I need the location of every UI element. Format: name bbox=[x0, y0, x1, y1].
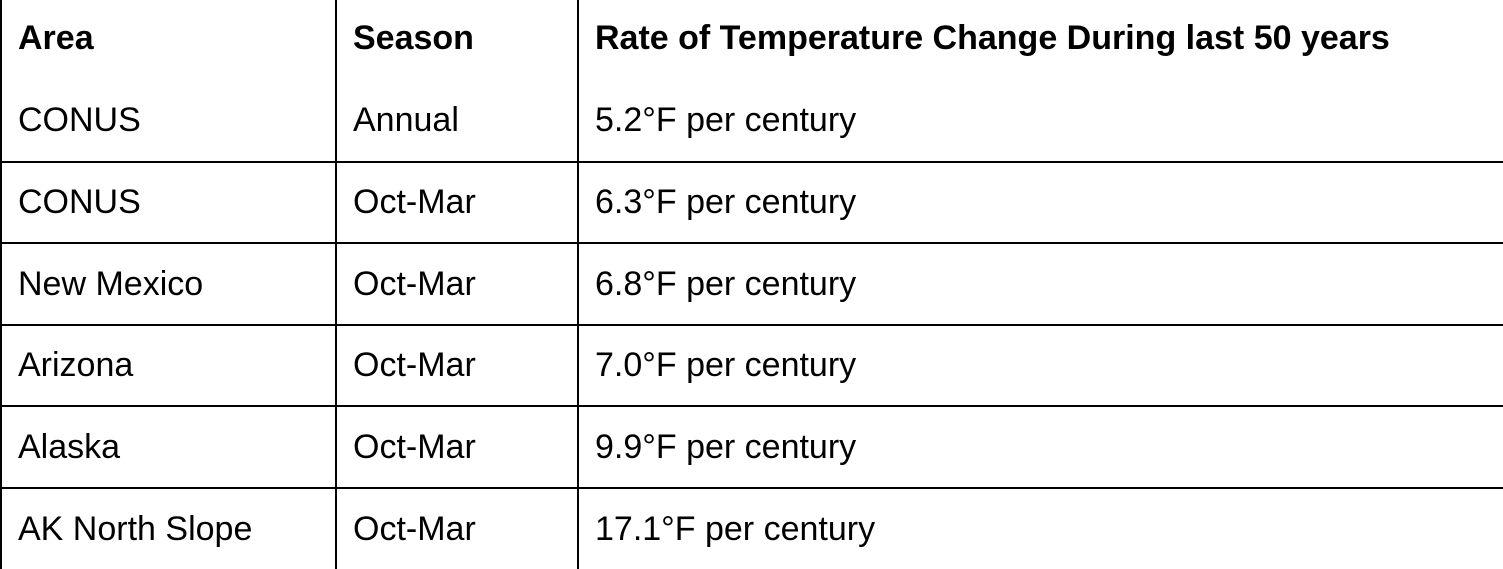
column-header-area: Area bbox=[1, 0, 336, 80]
cell-rate: 7.0°F per century bbox=[578, 325, 1503, 407]
table-row: AK North Slope Oct-Mar 17.1°F per centur… bbox=[1, 488, 1503, 569]
cell-rate: 9.9°F per century bbox=[578, 406, 1503, 488]
table-row: Arizona Oct-Mar 7.0°F per century bbox=[1, 325, 1503, 407]
cell-area: CONUS bbox=[1, 80, 336, 162]
cell-rate: 17.1°F per century bbox=[578, 488, 1503, 569]
cell-area: CONUS bbox=[1, 162, 336, 244]
cell-season: Oct-Mar bbox=[336, 488, 578, 569]
cell-area: New Mexico bbox=[1, 243, 336, 325]
cell-season: Oct-Mar bbox=[336, 243, 578, 325]
table-row: CONUS Annual 5.2°F per century bbox=[1, 80, 1503, 162]
cell-season: Oct-Mar bbox=[336, 406, 578, 488]
table-row: Alaska Oct-Mar 9.9°F per century bbox=[1, 406, 1503, 488]
cell-season: Annual bbox=[336, 80, 578, 162]
table-row: CONUS Oct-Mar 6.3°F per century bbox=[1, 162, 1503, 244]
table-row: New Mexico Oct-Mar 6.8°F per century bbox=[1, 243, 1503, 325]
cell-area: Alaska bbox=[1, 406, 336, 488]
cell-rate: 5.2°F per century bbox=[578, 80, 1503, 162]
cell-season: Oct-Mar bbox=[336, 325, 578, 407]
cell-rate: 6.8°F per century bbox=[578, 243, 1503, 325]
column-header-season: Season bbox=[336, 0, 578, 80]
table-header-row: Area Season Rate of Temperature Change D… bbox=[1, 0, 1503, 80]
column-header-rate: Rate of Temperature Change During last 5… bbox=[578, 0, 1503, 80]
cell-rate: 6.3°F per century bbox=[578, 162, 1503, 244]
cell-season: Oct-Mar bbox=[336, 162, 578, 244]
cell-area: AK North Slope bbox=[1, 488, 336, 569]
cell-area: Arizona bbox=[1, 325, 336, 407]
